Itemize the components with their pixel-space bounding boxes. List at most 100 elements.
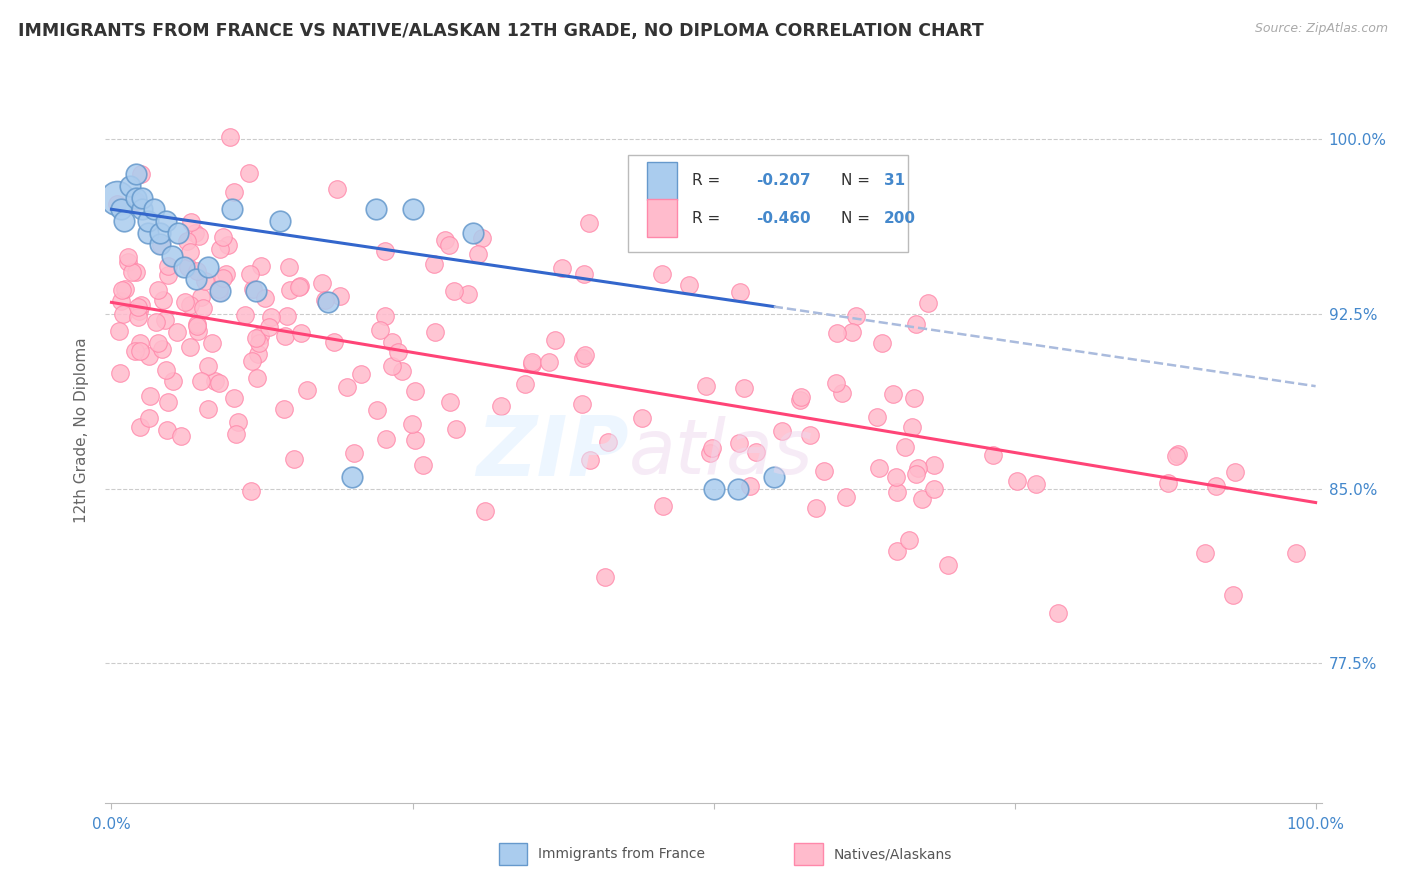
Point <box>1205 479 1227 493</box>
Point <box>186 319 208 334</box>
Point <box>152 293 174 307</box>
Point <box>728 285 751 300</box>
Point <box>936 558 959 573</box>
Point <box>136 214 159 228</box>
Point <box>1157 475 1180 490</box>
Point <box>652 500 675 514</box>
Point <box>208 242 231 256</box>
Point <box>162 375 184 389</box>
Point <box>215 267 238 281</box>
Point <box>703 482 725 496</box>
Point <box>799 427 821 442</box>
Point <box>544 333 567 347</box>
Point <box>387 345 409 359</box>
Point <box>457 287 479 301</box>
Point <box>374 433 396 447</box>
Point <box>180 215 202 229</box>
Point <box>226 416 249 430</box>
Point <box>173 295 195 310</box>
Point <box>204 374 226 388</box>
Point <box>368 323 391 337</box>
Point <box>288 278 311 293</box>
Point <box>201 335 224 350</box>
Point <box>901 419 924 434</box>
Text: R =: R = <box>692 211 724 226</box>
Point <box>129 298 152 312</box>
Point <box>537 355 560 369</box>
Point <box>905 317 928 331</box>
Point <box>1025 476 1047 491</box>
Point <box>349 367 371 381</box>
Point <box>770 425 793 439</box>
Point <box>595 570 617 584</box>
Point <box>145 314 167 328</box>
Point <box>276 310 298 324</box>
Point <box>149 226 172 240</box>
Point <box>124 191 146 205</box>
Point <box>423 257 446 271</box>
Point <box>579 452 602 467</box>
Point <box>222 391 245 405</box>
Point <box>131 191 153 205</box>
Point <box>112 307 135 321</box>
Point <box>574 348 596 362</box>
Point <box>247 336 270 351</box>
Point <box>110 294 132 309</box>
Point <box>149 237 172 252</box>
Point <box>280 283 302 297</box>
Point <box>433 233 456 247</box>
Point <box>981 448 1004 462</box>
Text: IMMIGRANTS FROM FRANCE VS NATIVE/ALASKAN 12TH GRADE, NO DIPLOMA CORRELATION CHAR: IMMIGRANTS FROM FRANCE VS NATIVE/ALASKAN… <box>18 22 984 40</box>
Point <box>366 403 388 417</box>
Point <box>239 483 262 498</box>
Point <box>904 467 927 482</box>
Point <box>283 452 305 467</box>
Point <box>173 260 195 275</box>
Point <box>578 216 600 230</box>
Point <box>446 422 468 436</box>
Point <box>443 284 465 298</box>
Point <box>870 336 893 351</box>
Text: N =: N = <box>841 173 870 188</box>
Point <box>695 379 717 393</box>
Point <box>520 355 543 369</box>
Point <box>221 202 243 217</box>
Point <box>297 383 319 397</box>
Point <box>845 309 868 323</box>
Point <box>186 317 208 331</box>
Point <box>391 364 413 378</box>
Point <box>128 304 150 318</box>
Point <box>287 280 309 294</box>
Point <box>1164 450 1187 464</box>
Point <box>740 479 762 493</box>
Point <box>124 167 146 181</box>
Point <box>150 238 173 252</box>
Point <box>1167 447 1189 461</box>
Point <box>129 344 152 359</box>
Point <box>197 260 219 275</box>
Point <box>208 282 231 296</box>
Point <box>142 202 165 217</box>
Point <box>897 533 920 547</box>
Text: 0.0%: 0.0% <box>93 817 131 831</box>
Point <box>118 179 141 194</box>
Point <box>404 433 426 447</box>
Point <box>191 301 214 315</box>
Point <box>733 381 755 395</box>
Point <box>326 182 349 196</box>
Point <box>1194 546 1216 560</box>
Point <box>571 397 593 411</box>
Point <box>108 366 131 380</box>
Point <box>381 335 404 350</box>
Point <box>125 194 148 209</box>
Point <box>156 424 179 438</box>
Point <box>127 310 149 325</box>
Y-axis label: 12th Grade, No Diploma: 12th Grade, No Diploma <box>75 337 90 524</box>
Point <box>922 482 945 496</box>
Point <box>138 411 160 425</box>
Point <box>242 282 264 296</box>
Point <box>827 326 849 340</box>
Point <box>136 226 159 240</box>
Point <box>150 342 173 356</box>
Point <box>194 274 217 288</box>
